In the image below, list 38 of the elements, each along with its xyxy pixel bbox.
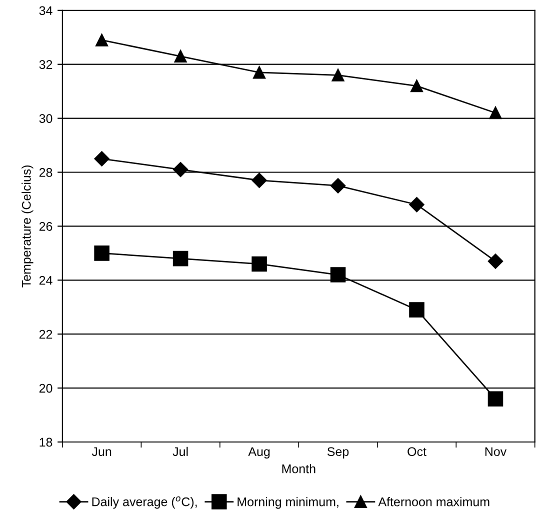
point [252, 172, 267, 188]
legend-label: Afternoon maximum [378, 497, 490, 506]
point [94, 246, 110, 261]
point [332, 68, 344, 82]
x-tick-label: Jul [172, 446, 188, 456]
y-tick-label: 34 [39, 6, 52, 16]
point [330, 267, 346, 282]
x-tick-label: Aug [248, 447, 270, 459]
point [410, 80, 424, 92]
y-tick-label: 28 [39, 168, 52, 177]
point [252, 256, 267, 272]
point [489, 106, 502, 120]
point [488, 391, 504, 406]
x-tick-label: Jun [92, 447, 112, 456]
x-axis-title: Month [282, 464, 316, 474]
point [409, 302, 424, 318]
y-tick-label: 20 [39, 384, 52, 393]
point [488, 254, 504, 269]
point [330, 178, 346, 194]
x-tick-label: Nov [485, 447, 507, 456]
y-axis-title: Temperature (Celcius) [22, 165, 34, 288]
legend-label: Daily average ($^{o}$C), [92, 496, 197, 509]
x-tick-label: Oct [408, 447, 426, 456]
point [96, 34, 108, 46]
y-tick-label: 22 [39, 330, 52, 339]
point [172, 162, 188, 178]
point [174, 50, 187, 63]
point [172, 250, 188, 266]
y-tick-label: 30 [39, 114, 52, 123]
y-tick-label: 24 [39, 276, 52, 285]
y-tick-label: 32 [39, 60, 52, 69]
point [253, 66, 266, 79]
point [409, 197, 424, 212]
point [94, 151, 110, 166]
y-tick-label: 18 [40, 438, 52, 447]
legend-label: Morning minimum, [238, 497, 338, 509]
x-tick-label: Sep [327, 447, 349, 459]
y-tick-label: 26 [39, 222, 52, 231]
